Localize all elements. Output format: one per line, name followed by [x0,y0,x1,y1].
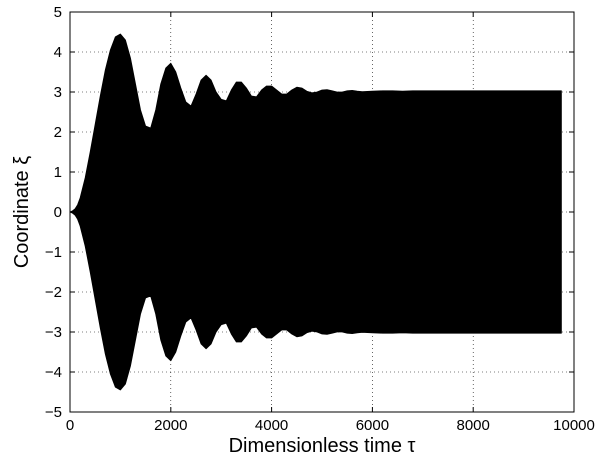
x-tick-label: 10000 [553,417,595,434]
y-tick-label: 4 [54,44,62,61]
x-axis-title: Dimensionless time τ [229,435,416,457]
x-tick-label: 8000 [457,417,490,434]
y-tick-label: −3 [45,324,62,341]
tick-layer: 0 2000 4000 6000 8000 10000 −5 −4 −3 −2 −1 0 1 2 3 4 5 [45,4,595,434]
y-tick-label: −1 [45,244,62,261]
x-tick-label: 0 [66,417,74,434]
y-tick-label: −2 [45,284,62,301]
y-tick-label: 3 [54,84,62,101]
x-tick-label: 6000 [356,417,389,434]
y-tick-label: 1 [54,164,62,181]
x-tick-label: 2000 [154,417,187,434]
y-axis-title: Coordinate ξ [11,156,33,268]
y-tick-label: −5 [45,404,62,421]
oscillation-envelope [69,33,562,391]
y-tick-label: −4 [45,364,62,381]
x-tick-label: 4000 [255,417,288,434]
y-tick-label: 0 [54,204,62,221]
data-layer [69,33,562,391]
y-tick-label: 5 [54,4,62,21]
y-tick-label: 2 [54,124,62,141]
